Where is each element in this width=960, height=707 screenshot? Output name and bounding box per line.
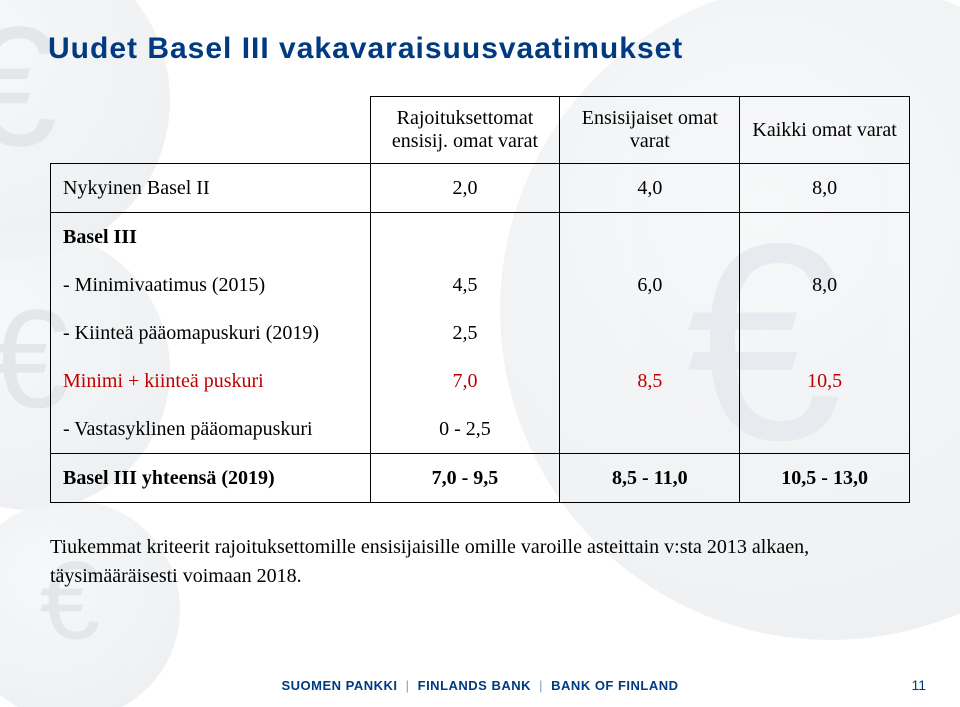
table-section-row: Basel III xyxy=(51,213,910,262)
row-value: 7,0 xyxy=(370,357,560,405)
row-value: 8,0 xyxy=(740,261,910,309)
row-value: 8,0 xyxy=(740,164,910,213)
footer-brand: SUOMEN PANKKI xyxy=(281,678,397,693)
row-label: Minimi + kiinteä puskuri xyxy=(51,357,371,405)
table-header-col2: Rajoituksettomat ensisij. omat varat xyxy=(370,97,560,164)
row-value xyxy=(370,213,560,262)
row-value: 4,5 xyxy=(370,261,560,309)
row-label: Basel III yhteensä (2019) xyxy=(51,454,371,503)
row-value: 2,5 xyxy=(370,309,560,357)
page-number: 11 xyxy=(911,677,926,693)
row-label: Basel III xyxy=(51,213,371,262)
row-value: 10,5 - 13,0 xyxy=(740,454,910,503)
row-value: 10,5 xyxy=(740,357,910,405)
table-total-row: Basel III yhteensä (2019) 7,0 - 9,5 8,5 … xyxy=(51,454,910,503)
row-value: 8,5 xyxy=(560,357,740,405)
row-value xyxy=(560,213,740,262)
slide-title: Uudet Basel III vakavaraisuusvaatimukset xyxy=(48,32,912,66)
table-row: - Kiinteä pääomapuskuri (2019) 2,5 xyxy=(51,309,910,357)
row-value: 7,0 - 9,5 xyxy=(370,454,560,503)
row-value: 6,0 xyxy=(560,261,740,309)
row-value xyxy=(740,309,910,357)
table-row: Nykyinen Basel II 2,0 4,0 8,0 xyxy=(51,164,910,213)
row-value xyxy=(560,405,740,454)
row-value xyxy=(560,309,740,357)
table-header-empty xyxy=(51,97,371,164)
footer-sep-icon: | xyxy=(535,678,547,693)
table-row: - Vastasyklinen pääomapuskuri 0 - 2,5 xyxy=(51,405,910,454)
table-row: Minimi + kiinteä puskuri 7,0 8,5 10,5 xyxy=(51,357,910,405)
row-value: 4,0 xyxy=(560,164,740,213)
footer: SUOMEN PANKKI | FINLANDS BANK | BANK OF … xyxy=(0,678,960,693)
table-row: - Minimivaatimus (2015) 4,5 6,0 8,0 xyxy=(51,261,910,309)
row-value: 0 - 2,5 xyxy=(370,405,560,454)
table-header-row: Rajoituksettomat ensisij. omat varat Ens… xyxy=(51,97,910,164)
footer-sep-icon: | xyxy=(402,678,414,693)
basel-table: Rajoituksettomat ensisij. omat varat Ens… xyxy=(50,96,910,503)
row-value xyxy=(740,213,910,262)
footer-brand: BANK OF FINLAND xyxy=(551,678,678,693)
row-label: - Kiinteä pääomapuskuri (2019) xyxy=(51,309,371,357)
row-label: Nykyinen Basel II xyxy=(51,164,371,213)
table-header-col4: Kaikki omat varat xyxy=(740,97,910,164)
row-value: 2,0 xyxy=(370,164,560,213)
footer-brand: FINLANDS BANK xyxy=(418,678,531,693)
slide-content: Uudet Basel III vakavaraisuusvaatimukset… xyxy=(0,0,960,707)
row-label: - Minimivaatimus (2015) xyxy=(51,261,371,309)
footnote: Tiukemmat kriteerit rajoituksettomille e… xyxy=(50,533,910,591)
row-value: 8,5 - 11,0 xyxy=(560,454,740,503)
row-value xyxy=(740,405,910,454)
row-label: - Vastasyklinen pääomapuskuri xyxy=(51,405,371,454)
table-header-col3: Ensisijaiset omat varat xyxy=(560,97,740,164)
